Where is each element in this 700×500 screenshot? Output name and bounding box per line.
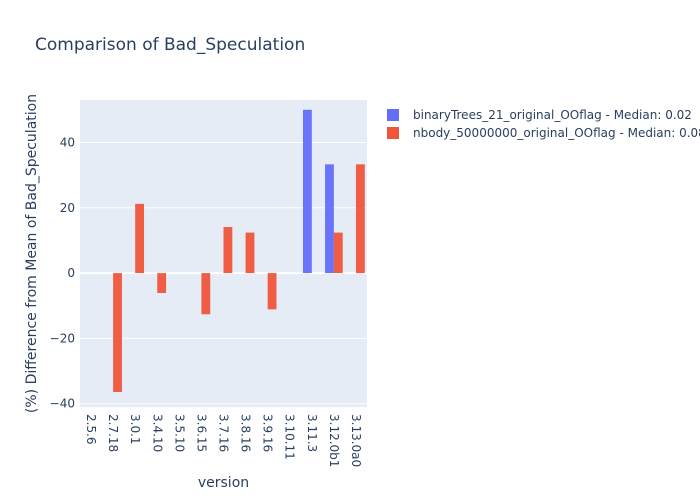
chart-title: Comparison of Bad_Speculation bbox=[35, 35, 305, 55]
x-tick-label: 3.11.3 bbox=[305, 414, 319, 452]
legend-swatch[interactable] bbox=[387, 127, 399, 139]
legend[interactable]: binaryTrees_21_original_OOflag - Median:… bbox=[387, 108, 700, 140]
y-tick-label: 20 bbox=[60, 201, 75, 215]
x-tick-label: 3.7.16 bbox=[217, 414, 231, 452]
bar-nbody-3.8.16[interactable] bbox=[245, 232, 255, 274]
bar-binarytrees-3.11.3[interactable] bbox=[302, 109, 312, 274]
bar-nbody-3.4.10[interactable] bbox=[157, 273, 167, 294]
x-tick-label: 3.5.10 bbox=[172, 414, 186, 452]
legend-label[interactable]: binaryTrees_21_original_OOflag - Median:… bbox=[413, 108, 692, 122]
x-tick-label: 3.12.0b1 bbox=[327, 414, 341, 467]
bar-nbody-3.12.0b1[interactable] bbox=[333, 232, 343, 274]
y-tick-label: −40 bbox=[50, 397, 75, 411]
x-tick-labels: 2.5.6 2.7.18 3.0.1 3.4.10 3.5.10 3.6.15 3.7.16… bbox=[84, 414, 363, 467]
bar-nbody-3.9.16[interactable] bbox=[267, 273, 277, 310]
bar-nbody-3.13.0a0[interactable] bbox=[355, 164, 365, 274]
x-tick-label: 3.10.11 bbox=[283, 414, 297, 460]
bar-nbody-2.7.18[interactable] bbox=[113, 273, 122, 392]
x-tick-label: 3.13.0a0 bbox=[349, 414, 363, 467]
y-tick-label: 0 bbox=[67, 266, 75, 280]
x-tick-label: 3.6.15 bbox=[194, 414, 208, 452]
x-tick-label: 2.7.18 bbox=[106, 414, 120, 452]
y-axis-title: (%) Difference from Mean of Bad_Speculat… bbox=[24, 94, 40, 413]
y-tick-labels: −40 −20 0 20 40 bbox=[50, 135, 75, 410]
x-tick-label: 3.8.16 bbox=[239, 414, 253, 452]
bar-nbody-3.0.1[interactable] bbox=[135, 203, 145, 274]
bar-binarytrees-3.12.0b1[interactable] bbox=[325, 164, 334, 274]
x-tick-label: 3.0.1 bbox=[128, 414, 142, 445]
x-axis-title: version bbox=[198, 475, 249, 491]
bars bbox=[113, 109, 365, 392]
bar-nbody-3.7.16[interactable] bbox=[223, 227, 233, 274]
x-tick-label: 3.4.10 bbox=[150, 414, 164, 452]
x-tick-label: 3.9.16 bbox=[261, 414, 275, 452]
legend-label[interactable]: nbody_50000000_original_OOflag - Median:… bbox=[413, 126, 700, 140]
x-tick-label: 2.5.6 bbox=[84, 414, 98, 445]
y-tick-label: 40 bbox=[60, 135, 75, 149]
y-tick-label: −20 bbox=[50, 331, 75, 345]
bar-nbody-3.6.15[interactable] bbox=[201, 273, 211, 315]
legend-swatch[interactable] bbox=[387, 109, 399, 121]
